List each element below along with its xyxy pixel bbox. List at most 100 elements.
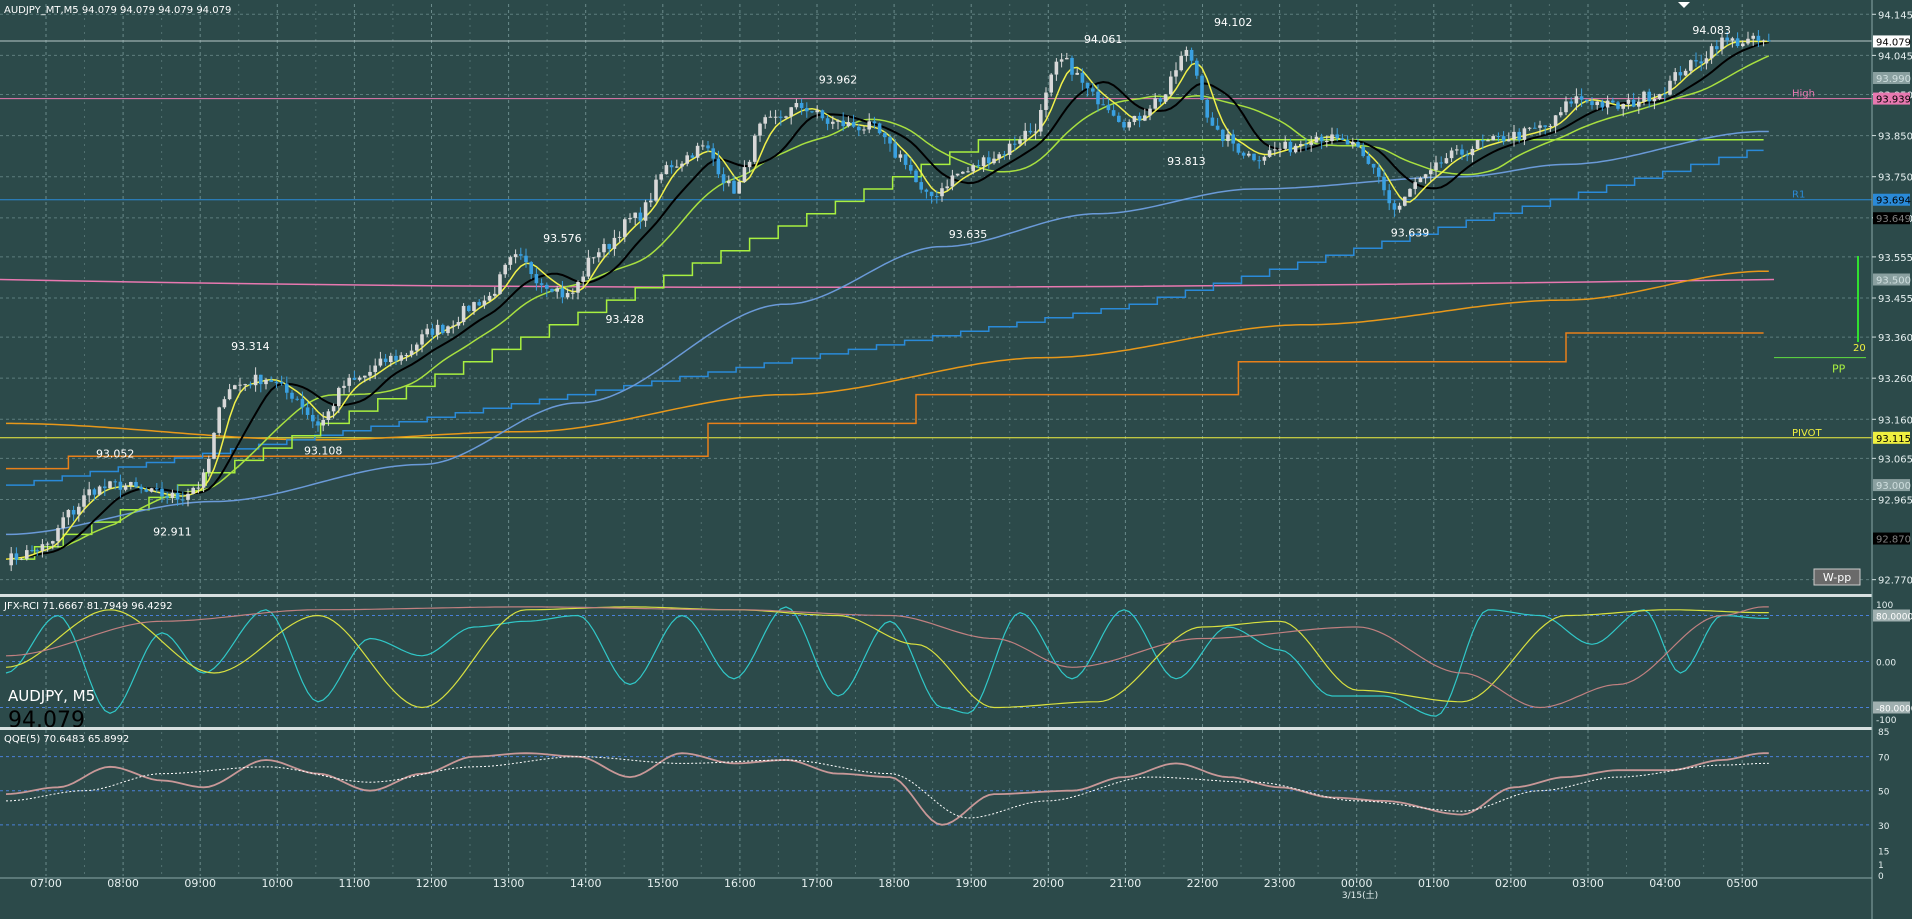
candle-body xyxy=(1569,101,1573,104)
candle-body xyxy=(1413,182,1417,189)
candle-body xyxy=(1028,130,1033,133)
candle-body xyxy=(1148,108,1152,116)
price-tick-label: 93.360 xyxy=(1878,333,1912,344)
rci-panel[interactable] xyxy=(5,606,1769,717)
price-tag xyxy=(1873,35,1910,48)
candle-body xyxy=(1501,136,1506,142)
candle-body xyxy=(487,295,492,301)
candle-body xyxy=(19,558,24,560)
time-tick-label: 14:00 xyxy=(570,877,602,890)
candle-body xyxy=(1647,91,1651,102)
candle-body xyxy=(747,161,752,168)
panel-divider-rci[interactable] xyxy=(0,594,1872,597)
time-tick-label: 21:00 xyxy=(1110,877,1142,890)
candle-body xyxy=(753,135,757,162)
price-tick-label: 92.770 xyxy=(1878,576,1912,587)
wpp-label: W-pp xyxy=(1823,571,1851,584)
candle-body xyxy=(435,324,440,335)
candle-body xyxy=(1517,131,1521,140)
candle-body xyxy=(872,121,877,124)
candle-body xyxy=(1652,99,1657,102)
price-tag-label: 92.870 xyxy=(1876,535,1911,546)
candle-body xyxy=(685,155,689,164)
price-tick-label: 94.045 xyxy=(1878,51,1912,62)
candle-body xyxy=(997,154,1001,159)
candle-body xyxy=(1543,125,1547,127)
candle-body xyxy=(820,110,825,119)
time-tick-label: 13:00 xyxy=(493,877,525,890)
candle-body xyxy=(1096,91,1100,105)
candle-body xyxy=(602,244,606,253)
price-tick-label: 93.555 xyxy=(1878,253,1912,264)
candle-body xyxy=(1143,115,1147,121)
candle-body xyxy=(898,154,903,158)
candle-body xyxy=(1564,101,1568,113)
candle-body xyxy=(680,163,684,167)
candle-body xyxy=(805,108,809,112)
candle-body xyxy=(160,488,164,497)
level-tag-label: 93.939 xyxy=(1876,95,1911,106)
qqe-main xyxy=(5,752,1769,826)
price-tag-label: 93.649 xyxy=(1876,214,1911,225)
candle-body xyxy=(1481,139,1485,142)
qqe-panel[interactable] xyxy=(5,752,1769,826)
candle-body xyxy=(1444,158,1449,164)
candle-body xyxy=(51,541,55,544)
candle-body xyxy=(732,180,736,194)
candle-body xyxy=(1080,72,1085,83)
candle-body xyxy=(66,509,71,518)
candle-body xyxy=(1756,35,1761,41)
rci-line-1 xyxy=(5,606,1769,717)
candle-body xyxy=(763,117,767,124)
candle-body xyxy=(1158,98,1163,102)
level-tag xyxy=(1873,193,1910,206)
price-tick-label: 93.065 xyxy=(1878,454,1912,465)
overlay-symbol: AUDJPY, M5 xyxy=(8,687,95,705)
candle-body xyxy=(165,496,169,499)
rci-tick-label: 80.0000 xyxy=(1876,613,1912,623)
candle-body xyxy=(633,212,637,218)
candle-body xyxy=(675,166,679,168)
candle-body xyxy=(77,506,81,515)
candle-body xyxy=(1169,76,1173,95)
extreme-label: 93.639 xyxy=(1391,226,1430,239)
candle-body xyxy=(1715,46,1719,50)
candle-body xyxy=(1132,115,1137,122)
price-axis[interactable]: 94.14594.04593.95093.85093.75093.65093.5… xyxy=(1872,10,1912,882)
candle-body xyxy=(784,116,788,118)
rci-tick-label: -80.0000 xyxy=(1876,705,1912,715)
candle-body xyxy=(857,126,861,131)
candle-body xyxy=(638,212,643,221)
candle-body xyxy=(1673,72,1677,81)
candle-body xyxy=(430,328,435,335)
candle-body xyxy=(1075,72,1079,75)
candle-body xyxy=(269,379,273,382)
time-axis[interactable]: 07:00 08:00 09:00 10:00 11:00 12:00 13:00 14:00… xyxy=(30,877,1758,890)
panel-divider-qqe[interactable] xyxy=(0,727,1872,730)
candle-body xyxy=(181,499,185,501)
candle-body xyxy=(1226,134,1230,142)
time-tick-label: 12:00 xyxy=(416,877,448,890)
candle-body xyxy=(1345,139,1350,145)
scroll-marker-icon[interactable] xyxy=(1678,2,1690,8)
candle-body xyxy=(1595,101,1599,106)
candle-body xyxy=(1579,96,1584,100)
candle-body xyxy=(134,482,138,487)
wpp-button[interactable]: W-pp xyxy=(1813,568,1861,586)
candle-body xyxy=(961,171,965,174)
candle-body xyxy=(1278,148,1282,150)
candle-body xyxy=(347,377,351,386)
candle-body xyxy=(1720,37,1724,50)
price-panel[interactable]: High R1 PIVOT 93.052 92.911 93.314 93.108 93.5… xyxy=(0,16,1872,572)
candle-body xyxy=(612,237,617,249)
candle-body xyxy=(711,148,715,159)
candle-body xyxy=(45,543,50,545)
candle-body xyxy=(186,493,190,500)
candle-body xyxy=(305,407,310,415)
high-low-labels: 93.052 92.911 93.314 93.108 93.576 93.428 93.9… xyxy=(96,16,1731,539)
candle-body xyxy=(810,111,814,113)
rci-line-2 xyxy=(5,606,1769,709)
price-tick-label: 93.850 xyxy=(1878,132,1912,143)
